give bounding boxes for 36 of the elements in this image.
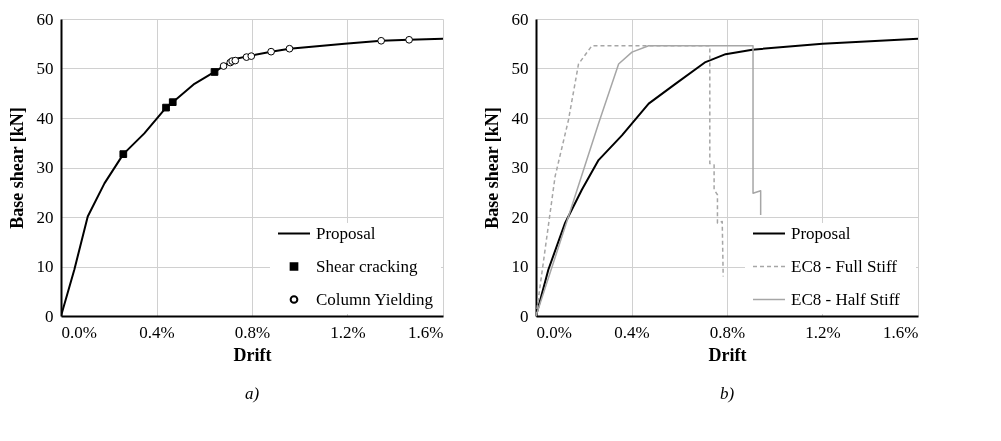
x-tick-label: 0.0% — [61, 322, 97, 342]
legend-label: Proposal — [791, 223, 851, 243]
legend-label: Shear cracking — [316, 256, 418, 276]
legend-label: EC8 - Half Stiff — [791, 289, 901, 309]
text: b) — [719, 384, 735, 403]
x-tick-label: 1.2% — [805, 322, 841, 342]
x-tick-label: 1.6% — [408, 322, 444, 342]
x-tick-label: 0.8% — [234, 322, 271, 342]
x-axis-title: Drift — [708, 344, 747, 365]
x-tick-label: 0.4% — [139, 322, 175, 342]
y-tick-label: 40 — [511, 108, 529, 128]
y-tick-label: 30 — [36, 158, 54, 177]
x-tick-label: 1.2% — [330, 322, 366, 342]
x-tick-label: 1.6% — [883, 322, 919, 342]
y-tick-label: 50 — [511, 59, 529, 78]
y-tick-label: 30 — [511, 158, 529, 177]
y-tick-label: 0 — [45, 306, 54, 326]
y-tick-label: 50 — [36, 59, 54, 78]
x-tick-label: 0.4% — [614, 322, 650, 342]
y-tick-label: 40 — [36, 108, 54, 128]
y-tick-label: 10 — [36, 257, 54, 276]
y-tick-label: 20 — [36, 207, 54, 227]
x-tick-label: 0.0% — [536, 322, 572, 342]
y-tick-label: 20 — [511, 207, 529, 227]
y-axis-title: Base shear [kN] — [6, 107, 27, 229]
x-axis-title: Drift — [233, 344, 272, 365]
y-tick-label: 10 — [511, 257, 529, 276]
y-tick-label: 60 — [511, 9, 529, 29]
x-tick-label: 0.8% — [709, 322, 746, 342]
legend-label: Column Yielding — [316, 289, 434, 309]
y-tick-label: 0 — [520, 306, 529, 326]
y-axis-title: Base shear [kN] — [481, 107, 502, 229]
legend-label: EC8 - Full Stiff — [791, 256, 898, 276]
text: a) — [244, 384, 260, 403]
y-tick-label: 60 — [36, 9, 54, 29]
legend-label: Proposal — [316, 223, 376, 243]
